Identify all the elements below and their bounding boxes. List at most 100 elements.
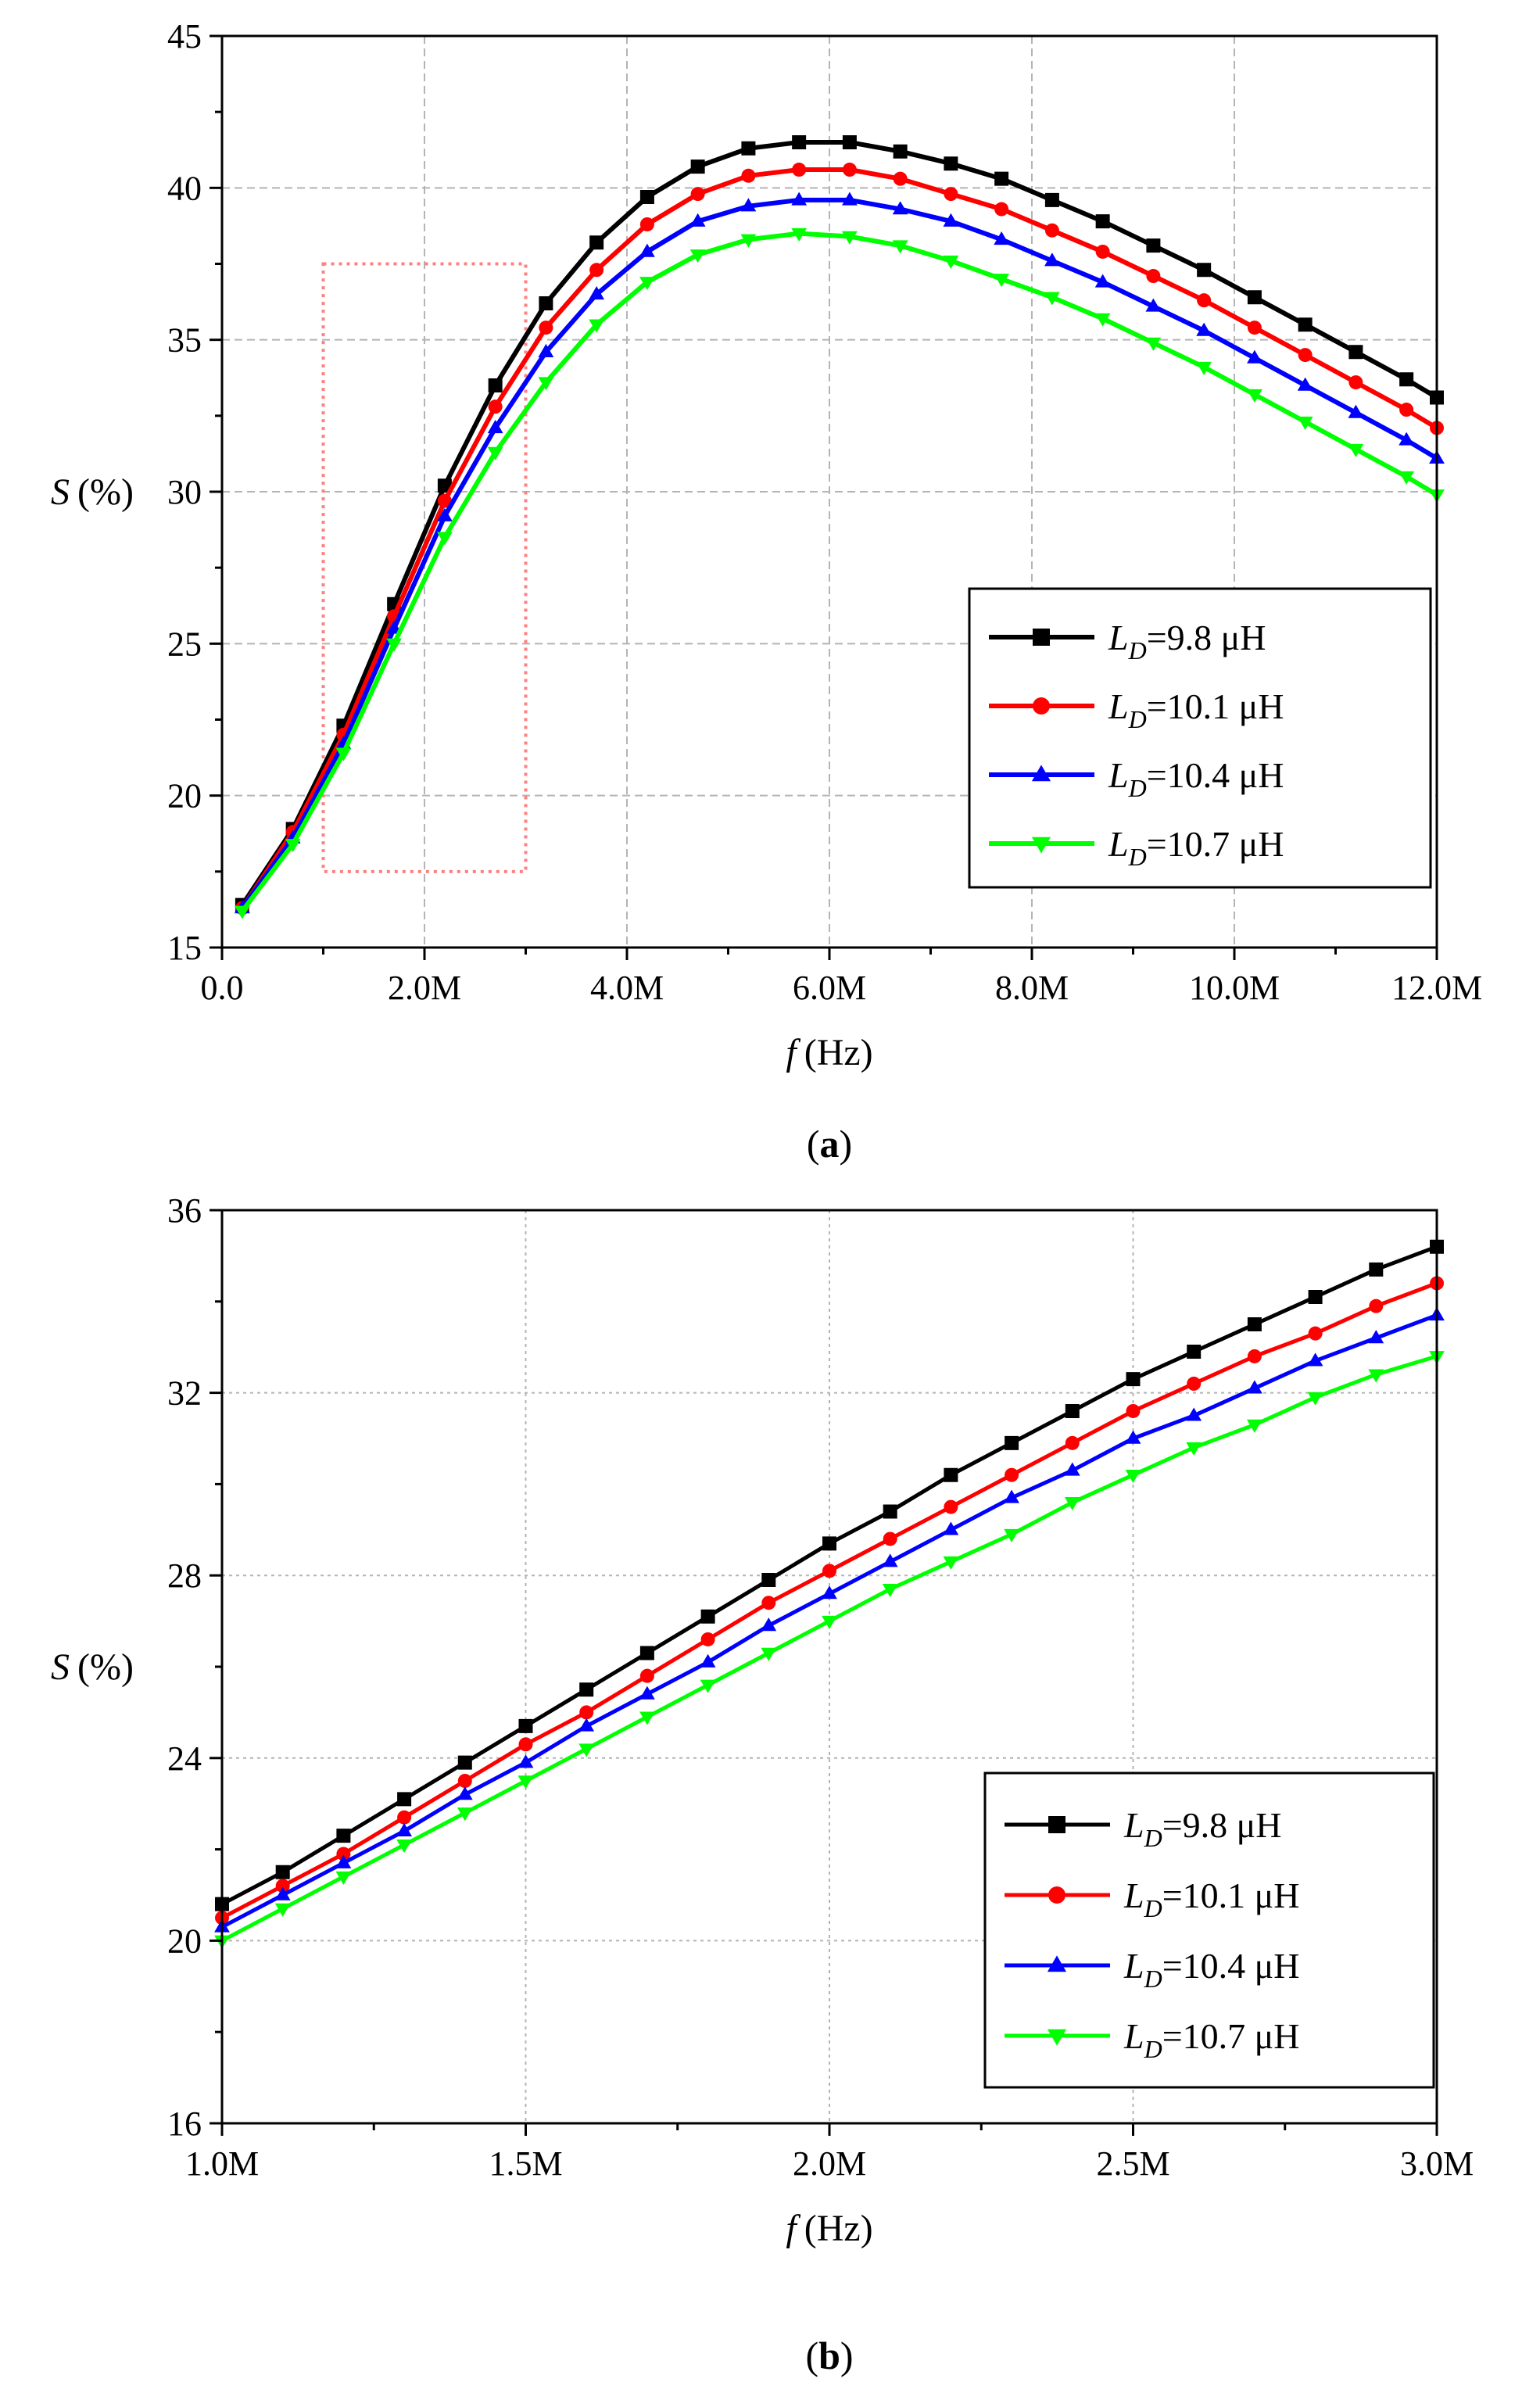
data-point: [893, 144, 908, 159]
data-point: [457, 1786, 473, 1800]
legend-entry-10.1: LD=10.1 μH: [1005, 1875, 1300, 1922]
legend-var: L: [1123, 2016, 1144, 2056]
data-point: [1095, 214, 1110, 229]
data-point: [944, 1499, 958, 1514]
data-point: [1399, 471, 1415, 485]
data-point: [457, 1755, 472, 1770]
data-point: [1368, 1369, 1384, 1383]
data-point: [639, 1646, 654, 1660]
x-tick-label: 2.5M: [1096, 2144, 1169, 2183]
legend-label: LD=9.8 μH: [1108, 618, 1266, 665]
x-axis-title: f (Hz): [786, 1032, 872, 1073]
data-point: [579, 1705, 594, 1720]
data-point: [892, 240, 908, 254]
data-point: [1348, 375, 1363, 390]
data-point: [1399, 432, 1415, 446]
legend-label: LD=9.8 μH: [1123, 1805, 1282, 1852]
data-point: [1308, 1289, 1323, 1304]
y-axis-title: S (%): [51, 1646, 134, 1688]
data-point: [1064, 1497, 1080, 1511]
data-point: [791, 227, 808, 242]
x-axis-title: f (Hz): [786, 2208, 872, 2249]
legend-value: =10.4 μH: [1147, 755, 1284, 795]
data-point: [397, 1810, 412, 1825]
legend-var: L: [1123, 1805, 1144, 1845]
data-point: [1197, 293, 1212, 308]
data-point: [741, 168, 756, 183]
panel-label-close: ): [840, 2334, 854, 2377]
data-point: [1186, 1442, 1202, 1456]
data-point: [579, 1682, 594, 1697]
legend-var: L: [1123, 1946, 1144, 1986]
data-point: [1146, 238, 1161, 253]
data-point: [335, 1871, 352, 1885]
series-10.4: [235, 192, 1445, 914]
legend-var: L: [1108, 824, 1129, 864]
legend-marker: [1048, 1886, 1065, 1904]
data-point: [1065, 1403, 1080, 1418]
data-point: [1044, 223, 1059, 238]
legend-var: L: [1108, 755, 1129, 795]
legend-sub: D: [1128, 705, 1147, 733]
data-point: [1125, 1469, 1141, 1484]
legend-value: =10.7 μH: [1162, 2016, 1300, 2056]
data-point: [437, 493, 452, 508]
legend-entry-10.4: LD=10.4 μH: [989, 755, 1284, 802]
data-point: [842, 192, 858, 206]
data-point: [335, 747, 352, 761]
data-point: [893, 171, 908, 186]
data-point: [791, 192, 808, 206]
legend-marker: [1048, 1816, 1065, 1833]
data-point: [518, 1718, 533, 1733]
legend-label: LD=10.4 μH: [1108, 755, 1284, 802]
legend-entry-10.7: LD=10.7 μH: [989, 824, 1284, 871]
data-point: [700, 1609, 715, 1624]
data-point: [518, 1775, 534, 1789]
data-point: [943, 255, 959, 269]
data-point: [792, 163, 807, 177]
x-tick-label: 1.5M: [489, 2144, 562, 2183]
data-point: [944, 1467, 958, 1482]
data-point: [1247, 321, 1262, 335]
legend-value: =9.8 μH: [1162, 1805, 1282, 1845]
y-axis-title: S (%): [51, 471, 134, 513]
data-point: [994, 202, 1009, 217]
x-tick-label: 3.0M: [1400, 2144, 1474, 2183]
data-point: [639, 1668, 654, 1683]
data-point: [578, 1743, 595, 1757]
data-point: [842, 135, 857, 150]
data-point: [487, 420, 503, 434]
data-point: [1369, 1262, 1384, 1277]
x-tick-label: 2.0M: [388, 969, 461, 1007]
data-point: [538, 377, 554, 391]
data-point: [842, 231, 858, 245]
data-point: [539, 296, 553, 311]
data-point: [761, 1573, 776, 1588]
data-point: [700, 1653, 716, 1668]
legend-label: LD=10.4 μH: [1123, 1946, 1300, 1993]
data-point: [1297, 377, 1313, 391]
panel-label-close: ): [840, 1122, 853, 1166]
data-point: [457, 1774, 472, 1788]
data-point: [1298, 317, 1313, 332]
data-point: [1348, 443, 1364, 457]
data-point: [1369, 1299, 1384, 1313]
ticks: 1.0M 1.5M 2.0M 2.5M 3.0M 16 20 24 28 32 36: [167, 1191, 1474, 2183]
y-tick-label: 24: [167, 1739, 202, 1778]
legend-entry-10.7: LD=10.7 μH: [1005, 2016, 1300, 2063]
data-point: [1005, 1435, 1019, 1450]
legend-sub: D: [1144, 1824, 1162, 1852]
data-point: [1004, 1528, 1019, 1542]
data-point: [1307, 1352, 1323, 1367]
x-tick-label: 2.0M: [793, 2144, 866, 2183]
data-point: [689, 213, 706, 227]
panel-label: (b): [805, 2334, 853, 2377]
y-tick-label: 36: [167, 1191, 202, 1230]
data-point: [1187, 1376, 1202, 1391]
series-10.4: [214, 1306, 1445, 1933]
data-point: [1126, 1372, 1141, 1387]
legend-marker: [1047, 2029, 1067, 2046]
data-point: [437, 507, 453, 521]
legend-entry-9.8: LD=9.8 μH: [989, 618, 1266, 665]
